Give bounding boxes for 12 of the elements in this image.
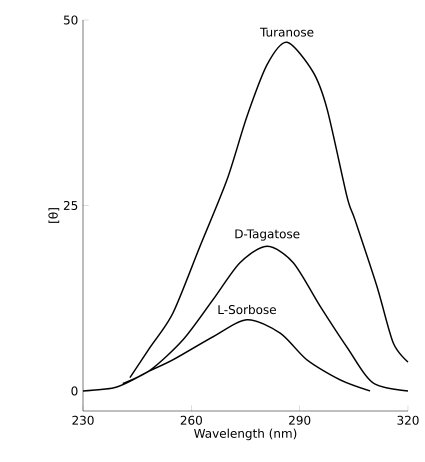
y-axis-title: [θ] bbox=[48, 208, 60, 223]
series-label: L-Sorbose bbox=[218, 304, 276, 314]
series-label: D-Tagatose bbox=[235, 229, 300, 241]
x-tick-label: 290 bbox=[289, 416, 310, 425]
x-tick-label: 260 bbox=[180, 416, 202, 425]
x-tick-label: 230 bbox=[72, 416, 94, 425]
y-tick-label: 50 bbox=[64, 15, 78, 25]
y-tick-label: 25 bbox=[64, 200, 78, 210]
x-tick-label: 320 bbox=[397, 416, 419, 425]
y-tick-label: 0 bbox=[71, 386, 78, 396]
series-label: Turanose bbox=[260, 28, 314, 37]
x-axis-title: Wavelength (nm) bbox=[194, 428, 296, 440]
